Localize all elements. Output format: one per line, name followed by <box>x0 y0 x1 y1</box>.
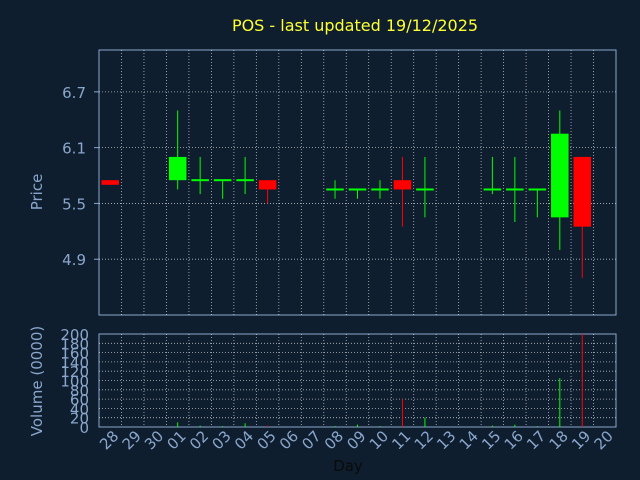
candle-body-10 <box>371 188 389 191</box>
volume-tick-label: 160 <box>60 345 89 363</box>
price-tick-label: 5.5 <box>62 195 86 213</box>
candle-body-17 <box>528 188 547 191</box>
volume-tick-label: 200 <box>60 326 89 344</box>
price-tick-label: 6.7 <box>62 84 86 102</box>
volume-tick-label: 100 <box>60 373 89 391</box>
volume-tick-label: 80 <box>70 382 89 400</box>
volume-tick-label: 20 <box>70 410 89 428</box>
candle-body-02 <box>191 179 209 182</box>
volume-tick-label: 0 <box>79 419 89 437</box>
volume-tick-label: 40 <box>70 400 89 418</box>
price-axis-label: Price <box>28 174 46 211</box>
x-tick-label: 20 <box>591 427 617 453</box>
price-tick-label: 4.9 <box>62 251 86 269</box>
candle-body-15 <box>483 188 502 191</box>
candle-body-03 <box>213 179 232 182</box>
candle-body-05 <box>258 180 277 190</box>
x-tick-labels: 2829300102030405060708091011121314151617… <box>96 427 617 453</box>
candle-body-04 <box>236 179 254 182</box>
chart-title: POS - last updated 19/12/2025 <box>232 16 478 35</box>
candle-body-09 <box>348 188 367 191</box>
candle-body-18 <box>551 133 569 218</box>
candle-body-12 <box>416 188 434 191</box>
candle-body-16 <box>506 188 524 191</box>
candle-body-08 <box>326 188 344 191</box>
candle-body-28 <box>101 180 120 185</box>
volume-tick-label: 60 <box>70 391 89 409</box>
price-tick-label: 6.1 <box>62 140 86 158</box>
volume-axis-label: Volume (0000) <box>28 326 46 436</box>
candle-body-11 <box>393 180 412 190</box>
x-axis-label: Day <box>333 457 363 475</box>
price-panel: 4.9 5.5 6.1 6.7 <box>62 49 617 316</box>
volume-tick-label: 120 <box>60 363 89 381</box>
price-panel-frame <box>98 49 617 316</box>
volume-tick-label: 180 <box>60 335 89 353</box>
candle-body-01 <box>168 156 187 181</box>
volume-tick-label: 140 <box>60 354 89 372</box>
candle-body-19 <box>573 156 592 227</box>
